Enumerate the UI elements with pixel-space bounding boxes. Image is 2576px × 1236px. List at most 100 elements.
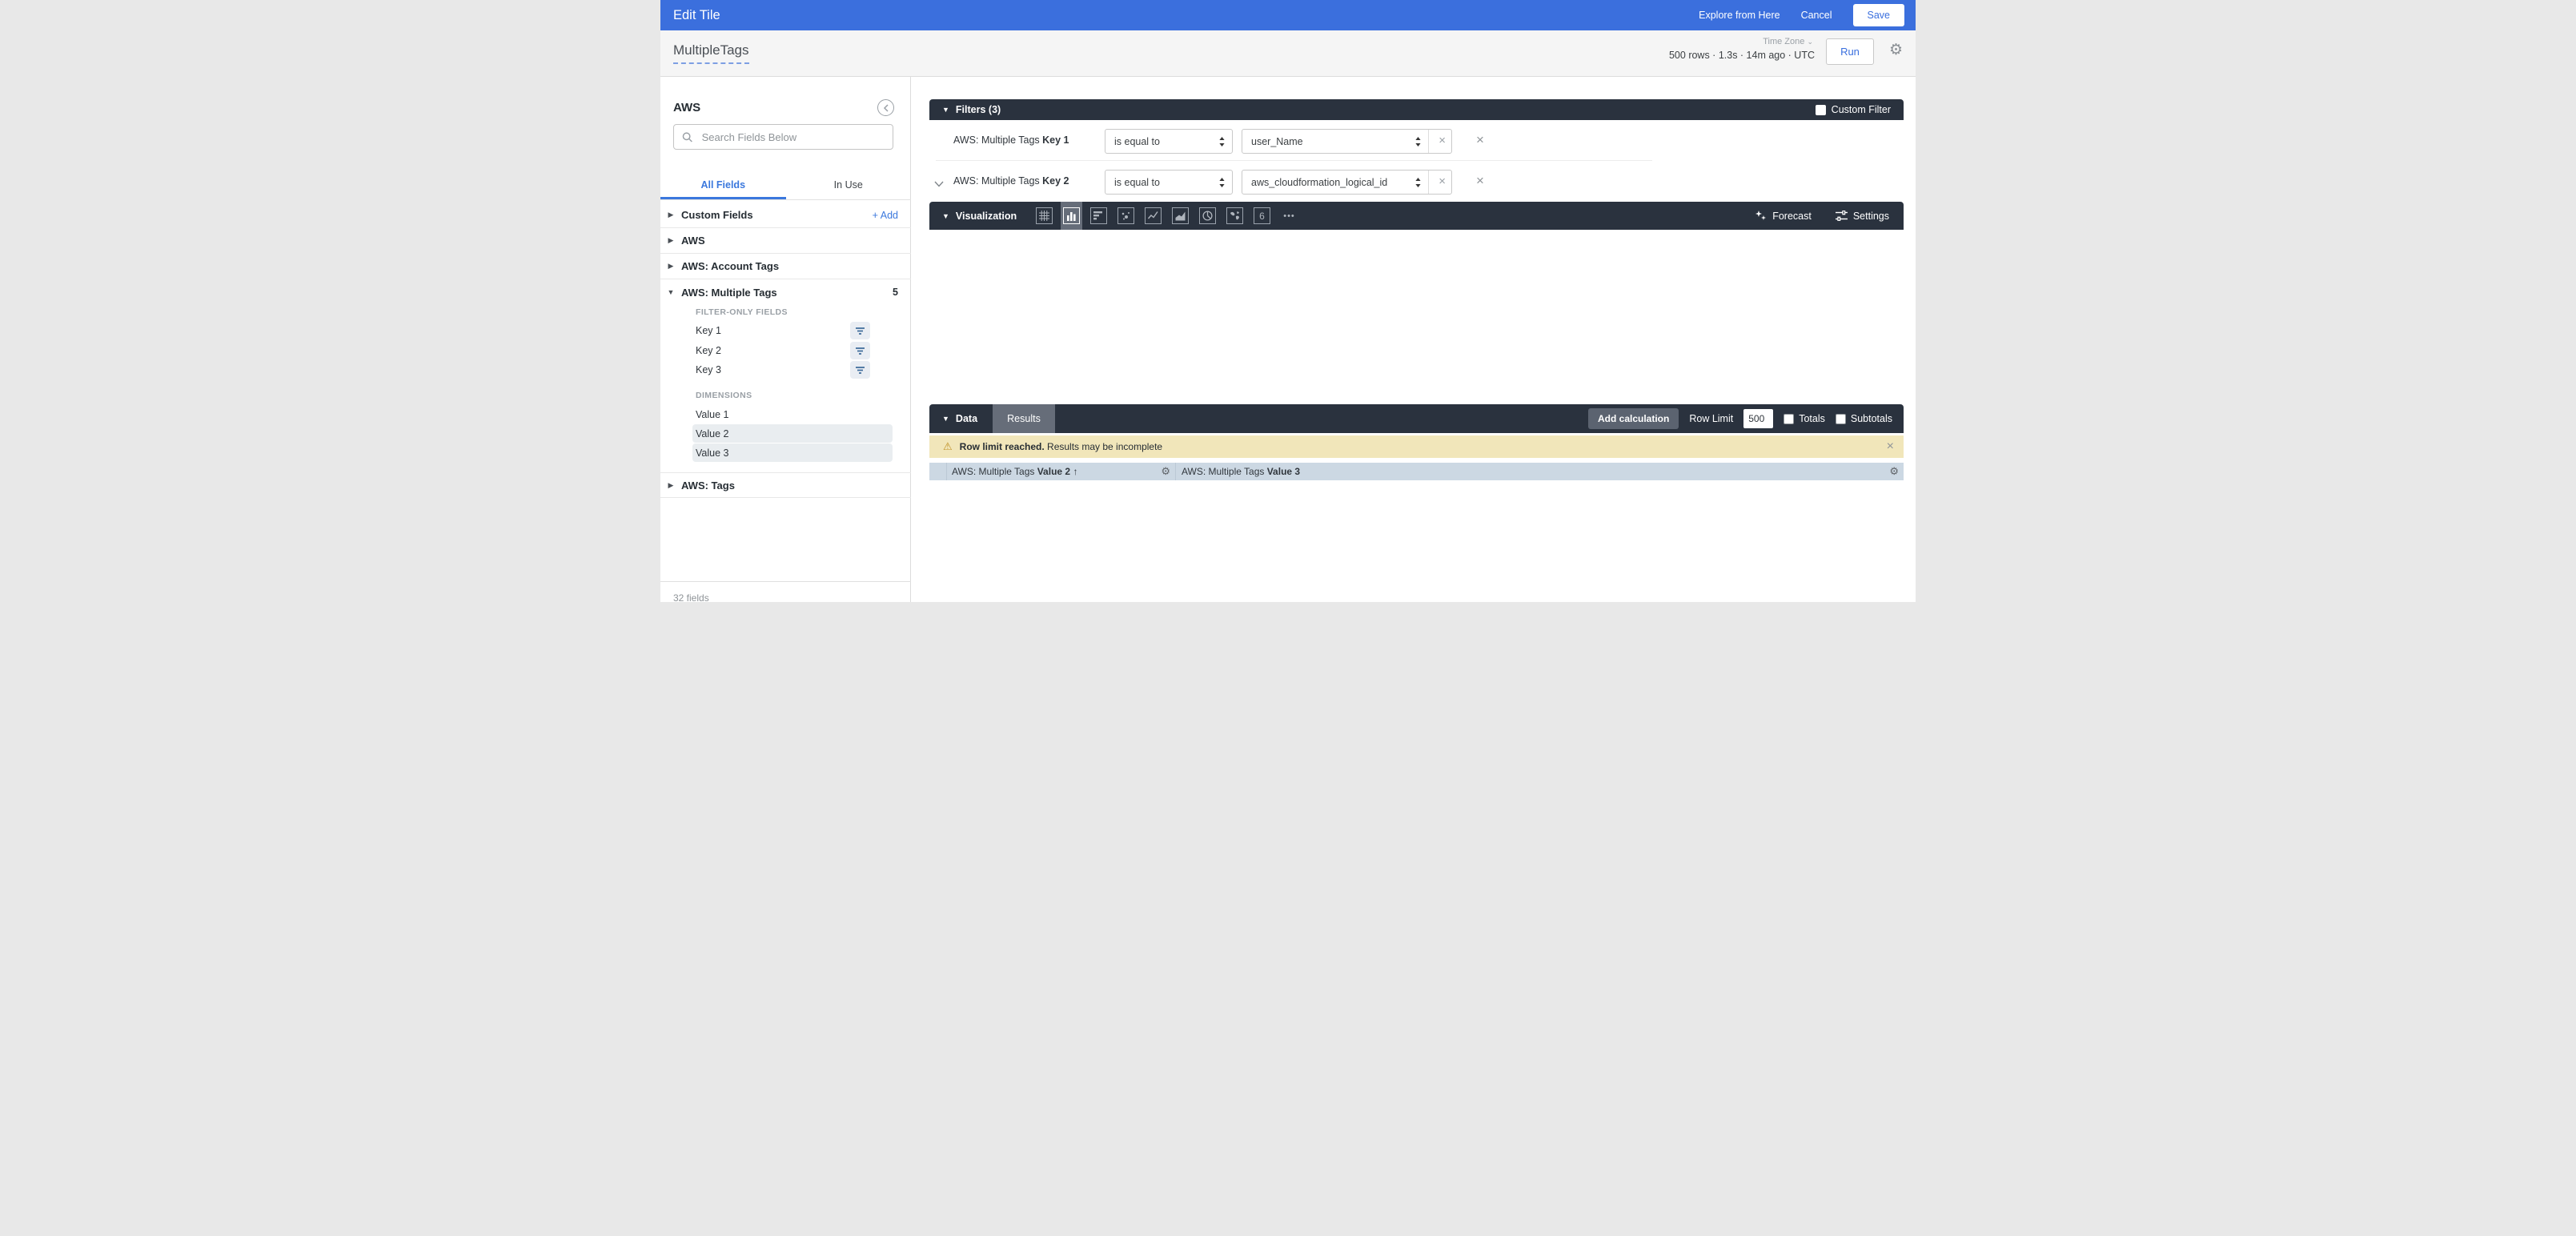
- sidebar-section-custom-fields[interactable]: ▶ Custom Fields + Add: [660, 203, 911, 228]
- sidebar-section-aws[interactable]: ▶ AWS: [660, 228, 911, 254]
- custom-filter-checkbox[interactable]: [1816, 105, 1826, 115]
- tab-results[interactable]: Results: [993, 404, 1055, 433]
- field-key-1[interactable]: Key 1: [696, 325, 721, 336]
- filter-operator-select[interactable]: is equal to: [1105, 170, 1233, 195]
- sort-asc-icon: ↑: [1073, 466, 1077, 477]
- row-limit-input[interactable]: [1743, 409, 1773, 428]
- sidebar-tabs: All Fields In Use: [660, 171, 911, 200]
- settings-gear-icon[interactable]: ⚙: [1889, 41, 1903, 59]
- clear-value-icon[interactable]: ×: [1438, 134, 1446, 147]
- column-header-value-3[interactable]: AWS: Multiple Tags Value 3 ⚙: [1176, 463, 1904, 480]
- table-icon[interactable]: [1033, 202, 1055, 230]
- field-key-2[interactable]: Key 2: [696, 345, 721, 356]
- field-search[interactable]: [673, 124, 893, 150]
- search-icon: [682, 131, 693, 143]
- search-input[interactable]: [700, 130, 885, 144]
- chevron-right-icon: ▶: [660, 262, 681, 271]
- line-chart-icon[interactable]: [1142, 202, 1164, 230]
- page-title: Edit Tile: [673, 8, 720, 23]
- filter-by-key-1-icon[interactable]: [850, 322, 870, 339]
- explore-name: AWS: [673, 101, 700, 114]
- explore-toolbar: MultipleTags Time Zone ⌄ 500 rows · 1.3s…: [660, 30, 1916, 77]
- chevron-right-icon: ▶: [660, 236, 681, 245]
- filter-only-fields-header: FILTER-ONLY FIELDS: [696, 307, 788, 317]
- column-chart-icon[interactable]: [1061, 202, 1082, 230]
- add-calculation-button[interactable]: Add calculation: [1588, 408, 1679, 429]
- sidebar-section-multiple-tags[interactable]: ▼ AWS: Multiple Tags 5: [660, 279, 911, 305]
- viz-type-picker: 6 •••: [1033, 202, 1306, 230]
- bar-chart-icon[interactable]: [1088, 202, 1109, 230]
- updown-icon: [1415, 137, 1421, 149]
- bar-chart[interactable]: [929, 230, 1904, 400]
- add-custom-field-button[interactable]: + Add: [873, 210, 898, 221]
- scatter-chart-icon[interactable]: [1115, 202, 1137, 230]
- viz-settings-button[interactable]: Settings: [1836, 211, 1889, 222]
- field-value-2-selected[interactable]: Value 2: [692, 424, 893, 443]
- field-value-1[interactable]: Value 1: [692, 405, 893, 423]
- updown-icon: [1415, 178, 1421, 190]
- filter-by-key-3-icon[interactable]: [850, 361, 870, 379]
- visualization-header[interactable]: ▼ Visualization 6 ••• Forecast: [929, 202, 1904, 230]
- subtotals-checkbox[interactable]: [1836, 414, 1846, 424]
- column-header-value-2[interactable]: AWS: Multiple Tags Value 2 ↑ ⚙: [947, 463, 1176, 480]
- column-gear-icon[interactable]: ⚙: [1161, 465, 1170, 478]
- dismiss-warning-icon[interactable]: ×: [1887, 439, 1894, 454]
- cancel-button[interactable]: Cancel: [1801, 10, 1832, 21]
- tab-in-use[interactable]: In Use: [786, 171, 912, 199]
- expand-filter-icon[interactable]: [934, 177, 944, 191]
- sidebar-section-account-tags[interactable]: ▶ AWS: Account Tags: [660, 254, 911, 279]
- tab-all-fields[interactable]: All Fields: [660, 171, 786, 199]
- filter-by-key-2-icon[interactable]: [850, 342, 870, 359]
- warning-icon: ⚠: [943, 440, 953, 453]
- top-bar: Edit Tile Explore from Here Cancel Save: [660, 0, 1916, 30]
- collapse-caret-icon[interactable]: ▼: [942, 106, 949, 114]
- field-key-3[interactable]: Key 3: [696, 364, 721, 375]
- fields-in-use-count: 5: [893, 287, 898, 298]
- tile-title[interactable]: MultipleTags: [673, 42, 749, 64]
- edit-tile-window: Edit Tile Explore from Here Cancel Save …: [660, 0, 1916, 602]
- save-button[interactable]: Save: [1853, 4, 1905, 26]
- row-limit-label: Row Limit: [1689, 413, 1733, 424]
- query-stats: 500 rows · 1.3s · 14m ago · UTC: [1669, 50, 1815, 61]
- single-value-icon[interactable]: 6: [1251, 202, 1273, 230]
- divider: [936, 160, 1652, 161]
- filter-value-select[interactable]: aws_cloudformation_logical_id ×: [1242, 170, 1452, 195]
- time-zone-dropdown[interactable]: Time Zone ⌄: [1763, 37, 1813, 46]
- sidebar-section-tags[interactable]: ▶ AWS: Tags: [660, 472, 911, 498]
- column-gear-icon[interactable]: ⚙: [1889, 465, 1899, 478]
- updown-icon: [1219, 178, 1225, 190]
- area-chart-icon[interactable]: [1170, 202, 1191, 230]
- run-button[interactable]: Run: [1826, 38, 1874, 65]
- dimensions-header: DIMENSIONS: [696, 391, 752, 400]
- sliders-icon: [1836, 211, 1848, 221]
- row-limit-warning-banner: ⚠ Row limit reached. Results may be inco…: [929, 435, 1904, 458]
- filters-body: AWS: Multiple Tags Key 1 is equal to use…: [929, 120, 1904, 202]
- collapse-sidebar-icon[interactable]: [877, 99, 894, 116]
- map-chart-icon[interactable]: [1224, 202, 1246, 230]
- chevron-down-icon: ⌄: [1807, 38, 1813, 46]
- custom-filter-label: Custom Filter: [1832, 104, 1891, 115]
- results-table: AWS: Multiple Tags Value 2 ↑ ⚙ AWS: Mult…: [929, 463, 1904, 480]
- forecast-button[interactable]: Forecast: [1755, 210, 1812, 222]
- collapse-caret-icon[interactable]: ▼: [942, 415, 949, 423]
- divider: [1428, 130, 1429, 153]
- field-picker-sidebar: AWS All Fields In Use ▶ Custom Fields + …: [660, 77, 911, 602]
- totals-checkbox[interactable]: [1784, 414, 1794, 424]
- sparkle-icon: [1755, 210, 1767, 222]
- filter-operator-select[interactable]: is equal to: [1105, 129, 1233, 154]
- collapse-caret-icon[interactable]: ▼: [942, 212, 949, 220]
- more-icon[interactable]: •••: [1278, 202, 1300, 230]
- pie-chart-icon[interactable]: [1197, 202, 1218, 230]
- clear-value-icon[interactable]: ×: [1438, 175, 1446, 188]
- explore-from-here-link[interactable]: Explore from Here: [1699, 10, 1780, 21]
- remove-filter-icon[interactable]: ×: [1476, 132, 1484, 148]
- remove-filter-icon[interactable]: ×: [1476, 173, 1484, 189]
- filter-row-key-1: AWS: Multiple Tags Key 1 is equal to use…: [929, 123, 1904, 159]
- table-header-row: AWS: Multiple Tags Value 2 ↑ ⚙ AWS: Mult…: [929, 463, 1904, 480]
- field-value-3-selected[interactable]: Value 3: [692, 443, 893, 462]
- filter-value-select[interactable]: user_Name ×: [1242, 129, 1452, 154]
- divider: [660, 581, 911, 582]
- main-content: ▼ Filters (3) Custom Filter AWS: Multipl…: [911, 77, 1916, 602]
- filters-header[interactable]: ▼ Filters (3) Custom Filter: [929, 99, 1904, 120]
- data-header[interactable]: ▼ Data Results Add calculation Row Limit…: [929, 404, 1904, 433]
